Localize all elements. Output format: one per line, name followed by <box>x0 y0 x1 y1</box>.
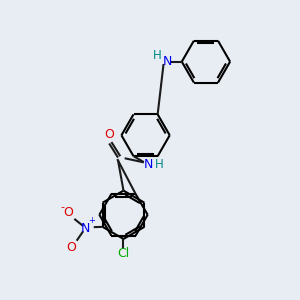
Text: +: + <box>88 216 95 225</box>
Text: H: H <box>155 158 164 171</box>
Text: -: - <box>61 202 64 212</box>
Text: N: N <box>162 55 172 68</box>
Text: H: H <box>152 49 161 62</box>
Text: Cl: Cl <box>117 247 130 260</box>
Text: O: O <box>104 128 114 141</box>
Text: N: N <box>143 158 153 171</box>
Text: O: O <box>66 241 76 254</box>
Text: N: N <box>81 222 90 235</box>
Text: O: O <box>63 206 73 219</box>
